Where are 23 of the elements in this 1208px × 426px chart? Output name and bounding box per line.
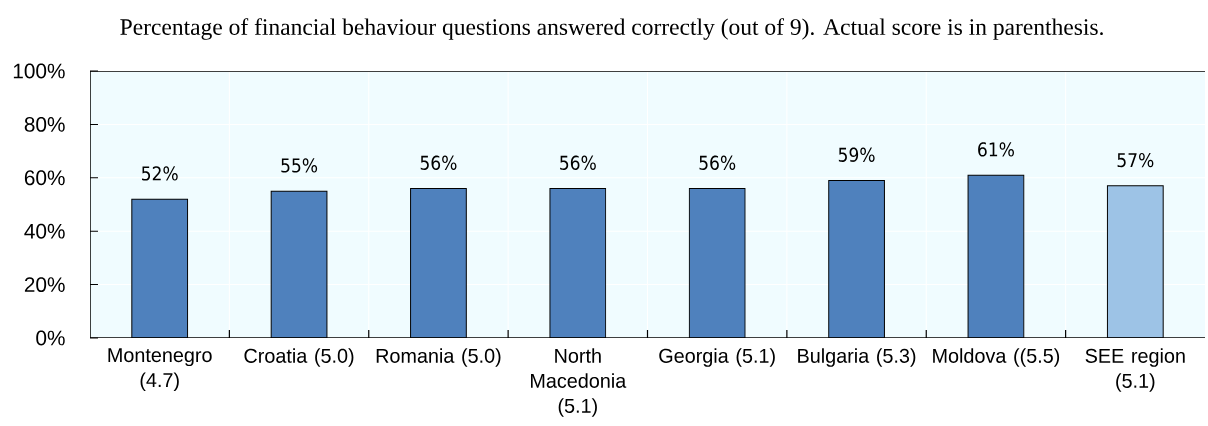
x-tick-label: Croatia (5.0) bbox=[244, 348, 354, 367]
x-tick-label: Montenegro (4.7) bbox=[108, 348, 212, 392]
data-label: 56% bbox=[699, 155, 736, 170]
y-tick-label: 0% bbox=[36, 330, 65, 346]
y-tick-label: 20% bbox=[24, 277, 65, 293]
data-label: 59% bbox=[838, 147, 875, 162]
y-tick-label: 80% bbox=[24, 116, 65, 132]
data-label: 52% bbox=[142, 166, 178, 181]
x-tick-label: Moldova ((5.5) bbox=[933, 348, 1060, 367]
data-label: 57% bbox=[1117, 152, 1154, 168]
y-tick-label: 60% bbox=[24, 170, 65, 186]
x-tick-label: Romania (5.0) bbox=[376, 348, 501, 367]
data-label: 56% bbox=[420, 155, 457, 170]
x-tick-label: North Macedonia (5.1) bbox=[531, 348, 627, 417]
y-tick-label: 100% bbox=[13, 63, 65, 79]
data-label: 55% bbox=[281, 158, 318, 173]
x-tick-label: Georgia (5.1) bbox=[659, 348, 775, 367]
data-label: 56% bbox=[560, 155, 596, 170]
data-label: 61% bbox=[978, 142, 1014, 157]
x-tick-label: SEE region (5.1) bbox=[1085, 348, 1185, 392]
x-tick-label: Bulgaria (5.3) bbox=[798, 348, 916, 367]
y-tick-label: 40% bbox=[24, 223, 65, 239]
chart-title: Percentage of financial behaviour questions answered correctly (out of 9). Actual score is in parenthesis. bbox=[120, 18, 1103, 40]
